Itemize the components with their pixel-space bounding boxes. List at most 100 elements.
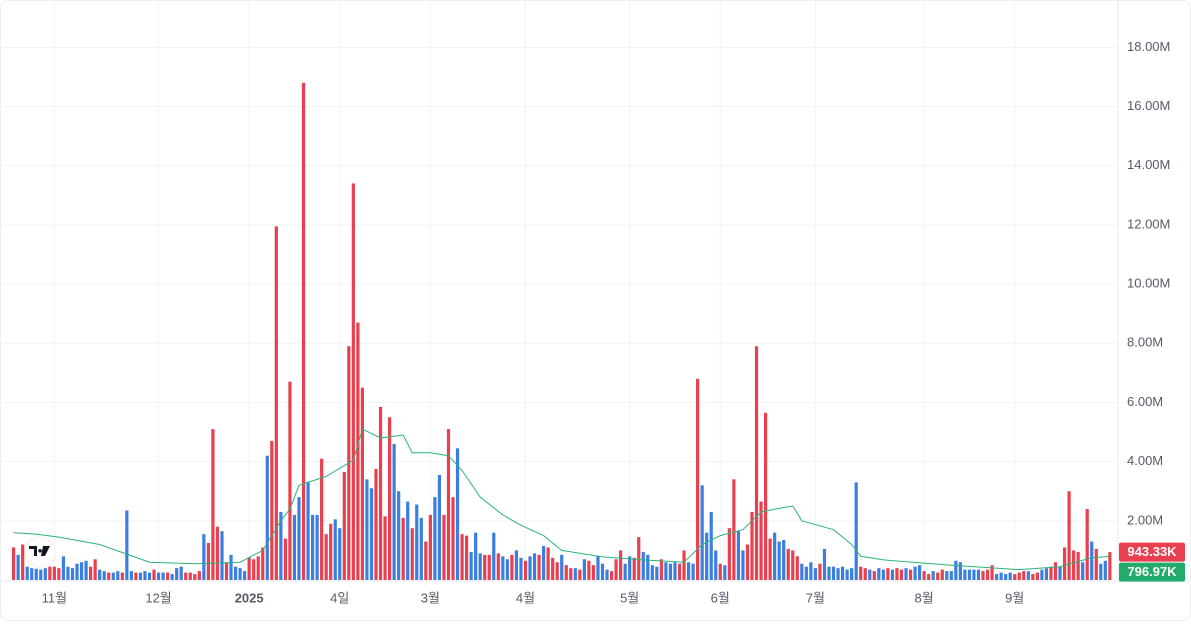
volume-bar: [21, 544, 25, 580]
volume-bar: [1085, 508, 1089, 580]
volume-bar: [727, 528, 731, 580]
volume-bar: [696, 378, 700, 580]
volume-bar: [1090, 541, 1094, 580]
volume-bar: [320, 458, 324, 580]
volume-bar: [537, 554, 541, 580]
volume-bar: [161, 572, 165, 580]
volume-bar: [995, 574, 999, 580]
volume-bar: [52, 566, 56, 580]
volume-bar: [283, 538, 287, 580]
volume-bar: [397, 491, 401, 580]
volume-bar: [16, 554, 20, 580]
volume-bar: [967, 569, 972, 580]
volume-bar: [936, 572, 940, 580]
y-tick-label: 10.00M: [1127, 276, 1170, 291]
x-tick-label: 4월: [516, 590, 535, 605]
volume-bar: [736, 531, 740, 580]
volume-bar: [134, 572, 138, 580]
volume-bar: [954, 560, 958, 580]
volume-bar: [800, 563, 804, 580]
volume-bar: [985, 569, 990, 580]
volume-bar: [822, 548, 827, 580]
volume-bar: [193, 574, 197, 580]
volume-bar: [306, 482, 310, 580]
volume-bar: [252, 559, 256, 580]
volume-bar: [428, 514, 432, 580]
volume-bar: [12, 547, 16, 580]
volume-bar: [297, 497, 301, 580]
volume-bar: [605, 569, 609, 580]
volume-bar: [850, 568, 854, 580]
volume-bar: [30, 568, 34, 580]
volume-bar: [152, 569, 156, 580]
volume-bar: [999, 572, 1003, 580]
volume-bar: [374, 469, 378, 580]
volume-bar: [854, 482, 858, 580]
volume-bar: [442, 514, 446, 580]
volume-bar: [197, 571, 201, 580]
volume-bar: [120, 572, 124, 580]
volume-bar: [700, 485, 704, 580]
volume-bar: [265, 455, 269, 580]
volume-bar: [324, 534, 328, 580]
volume-bar: [356, 322, 360, 580]
volume-bar: [1058, 566, 1062, 580]
volume-bar: [786, 548, 790, 580]
volume-bar: [378, 406, 383, 580]
volume-bar: [143, 571, 147, 580]
volume-bar: [1044, 568, 1049, 580]
volume-bar: [659, 559, 663, 580]
volume-bar: [147, 572, 152, 580]
volume-bar: [261, 547, 265, 580]
volume-bar: [274, 226, 278, 580]
y-tick-label: 6.00M: [1127, 394, 1163, 409]
volume-bar: [741, 550, 745, 580]
volume-bar: [646, 554, 650, 580]
y-tick-label: 8.00M: [1127, 335, 1163, 350]
volume-bar: [591, 565, 596, 580]
volume-bar: [578, 569, 582, 580]
y-tick-label: 14.00M: [1127, 157, 1170, 172]
volume-bar: [619, 550, 623, 580]
y-tick-label: 18.00M: [1127, 39, 1170, 54]
volume-bar: [279, 511, 283, 580]
volume-bar: [98, 569, 102, 580]
volume-bar: [166, 572, 170, 580]
volume-bar: [958, 562, 962, 580]
volume-bar: [940, 569, 944, 580]
volume-bar: [310, 514, 315, 580]
volume-bar: [532, 553, 537, 580]
x-tick-label: 8월: [915, 590, 934, 605]
volume-bar: [949, 571, 953, 580]
volume-bar: [492, 532, 496, 580]
tradingview-logo[interactable]: [24, 536, 56, 568]
volume-bar: [360, 387, 365, 580]
volume-bar: [111, 572, 115, 580]
volume-bar: [1022, 571, 1026, 580]
volume-bar: [614, 559, 618, 580]
volume-bar: [927, 574, 931, 580]
x-tick-label: 6월: [711, 590, 730, 605]
volume-bar: [609, 571, 614, 580]
volume-bar: [859, 566, 863, 580]
volume-bar: [57, 568, 61, 580]
volume-bar: [446, 429, 451, 580]
volume-bar: [483, 554, 487, 580]
volume-bar: [406, 501, 410, 580]
volume-bar: [1035, 572, 1039, 580]
volume-bar: [433, 497, 437, 580]
volume-bar: [623, 563, 627, 580]
volume-bar: [107, 572, 111, 580]
volume-bar: [827, 566, 831, 580]
volume-bar: [129, 571, 133, 580]
volume-bar: [365, 479, 369, 580]
volume-bar: [256, 556, 260, 580]
volume-bar: [48, 566, 52, 580]
volume-bar: [474, 532, 478, 580]
y-tick-label: 12.00M: [1127, 216, 1170, 231]
volume-bar: [43, 568, 47, 580]
volume-bar: [25, 566, 29, 580]
volume-bar: [338, 528, 342, 580]
volume-bar: [650, 565, 654, 580]
volume-bar: [505, 559, 509, 580]
